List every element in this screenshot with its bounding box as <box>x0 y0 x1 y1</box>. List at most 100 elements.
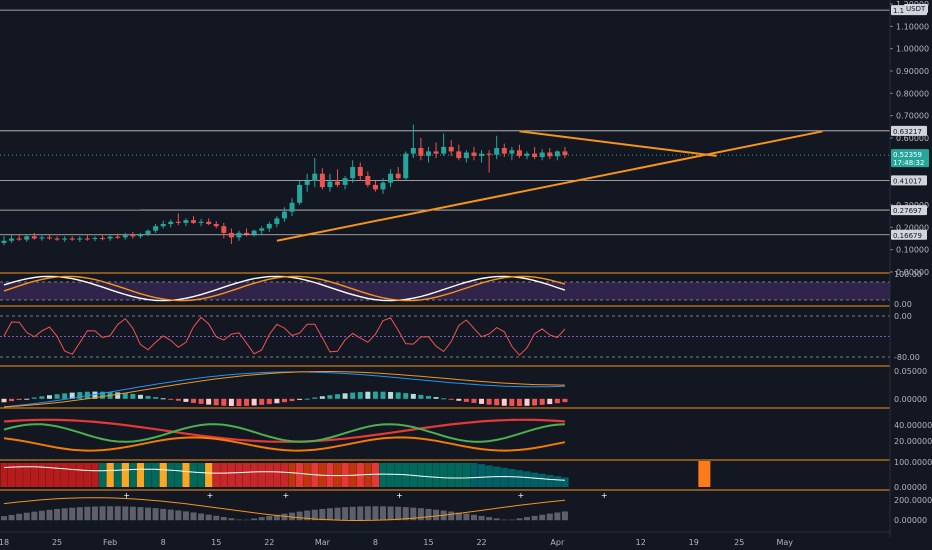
candle-body[interactable] <box>198 221 204 223</box>
candle-body[interactable] <box>448 146 454 152</box>
macd-histogram-bar <box>456 398 462 401</box>
candle-body[interactable] <box>335 181 341 185</box>
candle-body[interactable] <box>130 235 136 237</box>
candle-body[interactable] <box>92 238 98 240</box>
candle-body[interactable] <box>501 148 507 154</box>
macd-histogram-bar <box>342 393 348 399</box>
rsi-column <box>205 463 213 487</box>
candle-body[interactable] <box>509 150 515 154</box>
candle-body[interactable] <box>274 218 280 224</box>
candle-body[interactable] <box>54 238 60 240</box>
indicator-panel-oscillator[interactable]: 200.00000 0.00000 + + + + + + <box>0 489 932 525</box>
candle-body[interactable] <box>16 238 22 240</box>
candle-body[interactable] <box>547 152 553 157</box>
candle-body[interactable] <box>539 152 545 157</box>
candle-body[interactable] <box>24 236 30 240</box>
indicator-panel-stoch[interactable]: 100.00 0.00 <box>0 270 922 309</box>
candle-body[interactable] <box>403 153 409 179</box>
candle-body[interactable] <box>168 221 174 224</box>
candle-body[interactable] <box>259 228 265 231</box>
candle-body[interactable] <box>115 236 121 238</box>
candle-body[interactable] <box>39 237 45 239</box>
candle-body[interactable] <box>297 184 303 203</box>
candle-body[interactable] <box>69 238 75 240</box>
candle-body[interactable] <box>312 173 318 181</box>
countdown-label: 17:48:32 <box>893 159 924 167</box>
indicator-panel-dmi[interactable]: 40.00000 20.00000 <box>0 407 932 452</box>
candle-body[interactable] <box>425 151 431 156</box>
indicator-panel-macd[interactable]: 0.05000 0.00000 <box>0 365 927 408</box>
candle-body[interactable] <box>145 230 151 235</box>
candle-body[interactable] <box>160 223 166 227</box>
candle-body[interactable] <box>153 226 159 231</box>
candle-body[interactable] <box>137 234 143 237</box>
candle-body[interactable] <box>532 153 538 157</box>
candle-body[interactable] <box>494 148 500 155</box>
candle-body[interactable] <box>281 211 287 219</box>
candle-body[interactable] <box>191 220 196 223</box>
candle-body[interactable] <box>410 148 416 154</box>
candle-body[interactable] <box>31 236 37 239</box>
candle-body[interactable] <box>388 173 394 183</box>
indicator-panels[interactable]: 100.00 0.00 0.00 -80.00 0.05000 0.00000 40.000… <box>0 270 932 533</box>
candle-body[interactable] <box>441 146 447 154</box>
candle-body[interactable] <box>1 240 7 243</box>
trendline[interactable] <box>276 130 823 242</box>
candle-body[interactable] <box>244 232 250 235</box>
candle-body[interactable] <box>266 223 272 229</box>
candle-body[interactable] <box>516 150 522 156</box>
indicator-panel-williams[interactable]: 0.00 -80.00 <box>0 305 920 362</box>
candle-body[interactable] <box>524 153 530 156</box>
candle-body[interactable] <box>479 153 485 156</box>
price-tick-label: 0.60000 <box>896 134 929 143</box>
candle-body[interactable] <box>380 182 386 190</box>
oscillator-bar <box>54 509 61 521</box>
candle-body[interactable] <box>418 148 424 156</box>
level-tag-label: 0.41017 <box>893 177 922 185</box>
candle-body[interactable] <box>122 235 128 238</box>
candle-body[interactable] <box>62 238 68 240</box>
candle-body[interactable] <box>107 236 113 239</box>
candle-body[interactable] <box>251 230 257 235</box>
candle-body[interactable] <box>463 152 469 159</box>
candle-body[interactable] <box>175 221 181 223</box>
macd-histogram-bar <box>289 398 295 402</box>
candle-body[interactable] <box>206 221 212 224</box>
candle-body[interactable] <box>84 238 90 240</box>
trendline[interactable] <box>519 130 717 157</box>
candle-body[interactable] <box>471 152 477 156</box>
candle-body[interactable] <box>9 238 15 241</box>
rsi-column <box>45 463 54 487</box>
indicator-panel-rsi_columns[interactable]: 100.00000 0.00000 <box>0 458 932 492</box>
candle-body[interactable] <box>236 232 242 238</box>
candle-body[interactable] <box>77 238 83 240</box>
candle-body[interactable] <box>183 220 189 223</box>
macd-histogram-bar <box>236 398 242 406</box>
price-panel[interactable] <box>0 9 890 246</box>
time-axis[interactable]: 18 25 Feb 8 15 22 Mar 8 15 22 Apr 12 19 25 May <box>0 538 793 547</box>
rsi-column <box>333 463 342 487</box>
candle-body[interactable] <box>228 232 234 238</box>
candle-body[interactable] <box>213 223 219 227</box>
candle-body[interactable] <box>433 151 439 154</box>
candle-body[interactable] <box>327 181 333 188</box>
candle-body[interactable] <box>342 178 348 185</box>
candle-body[interactable] <box>46 237 52 239</box>
candle-body[interactable] <box>562 151 568 156</box>
candle-body[interactable] <box>372 184 378 190</box>
candle-body[interactable] <box>456 151 462 159</box>
oscillator-bar <box>387 506 394 521</box>
candle-body[interactable] <box>350 167 356 179</box>
candle-body[interactable] <box>486 153 492 155</box>
candle-body[interactable] <box>395 173 401 179</box>
candle-body[interactable] <box>357 167 363 176</box>
candle-body[interactable] <box>221 226 227 233</box>
candle-body[interactable] <box>289 202 295 212</box>
candle-body[interactable] <box>100 238 106 240</box>
price-tick-label: 0.80000 <box>896 89 929 98</box>
candle-body[interactable] <box>554 151 560 157</box>
candle-body[interactable] <box>319 173 325 188</box>
candle-body[interactable] <box>365 175 371 185</box>
candle-body[interactable] <box>304 180 310 185</box>
